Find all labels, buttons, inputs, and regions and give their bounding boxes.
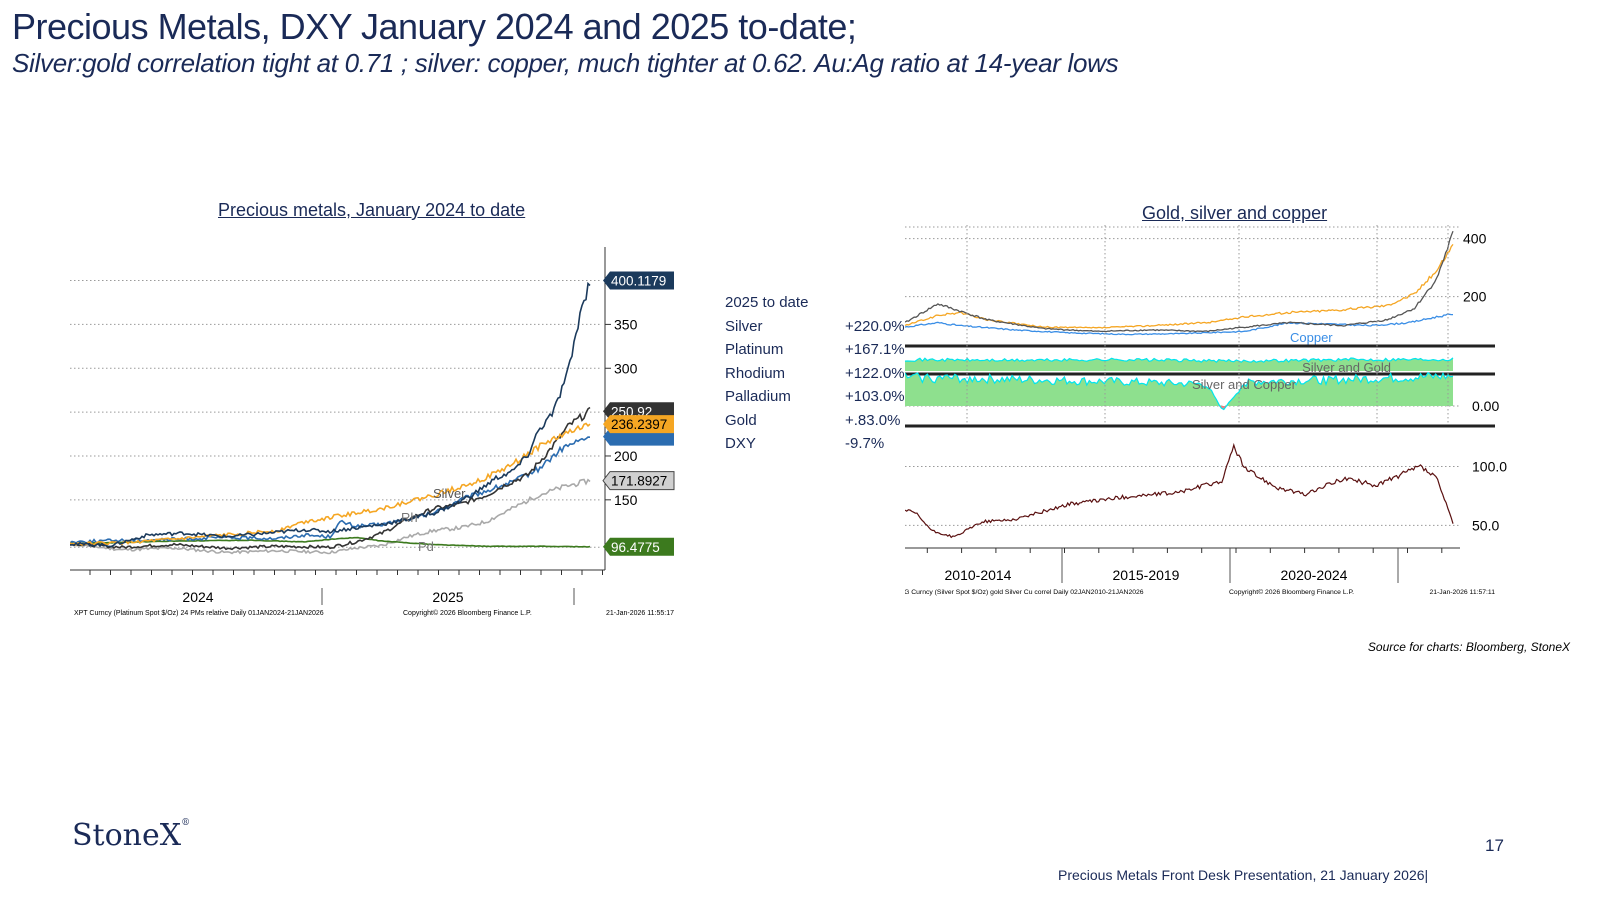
chart1-x-tick-label-2024: 2024 <box>182 589 213 605</box>
chart1-title: Precious metals, January 2024 to date <box>218 200 526 220</box>
chart1-footnote-mid: Copyright© 2026 Bloomberg Finance L.P. <box>403 609 532 617</box>
chart1-end-tag-value-silver: 400.1179 <box>611 273 666 288</box>
chart1-line-platinum <box>70 406 591 551</box>
chart1-x-tick-label-2025: 2025 <box>432 589 463 605</box>
chart1-line-palladium <box>70 478 591 555</box>
chart1-series <box>70 281 591 555</box>
chart2-sc-area-positive <box>905 372 1453 406</box>
perf-value-platinum: +167.1% <box>845 341 905 358</box>
chart2-ratio-tick-100: 100.0 <box>1472 458 1507 474</box>
perf-label-silver: Silver <box>725 317 763 335</box>
chart2-price-panel <box>905 226 1460 336</box>
chart1-grid <box>70 280 600 548</box>
chart1-end-tag-silver: 400.1179 <box>603 271 674 290</box>
chart1-end-tag-dxy: 96.4775 <box>603 537 674 556</box>
perf-value-gold: +.83.0% <box>845 411 901 429</box>
chart2-sg-panel <box>905 357 1454 371</box>
page-title: Precious Metals, DXY January 2024 and 20… <box>12 6 857 47</box>
chart1-end-tag-shape-palladium <box>602 471 675 491</box>
chart1-end-tag-shape-gold <box>603 415 674 434</box>
chart2-ratio-panel <box>905 442 1460 539</box>
perf-value-dxy: -9.7% <box>845 435 885 452</box>
chart1-end-tag-shape-silver <box>603 271 674 290</box>
chart1-y-tick-label-150: 150 <box>614 492 638 508</box>
chart1-axes <box>70 247 611 605</box>
chart1-inline-label-pd: Pd <box>418 539 434 554</box>
chart2-price-tick-200: 200 <box>1463 289 1487 305</box>
chart1-y-tick-label-350: 350 <box>614 316 638 332</box>
chart1-y-tick-label-300: 300 <box>614 360 638 376</box>
chart2-label-copper: Copper <box>1290 330 1333 345</box>
chart1-footnote-left: XPT Curncy (Platinum Spot $/Oz) 24 PMs r… <box>74 610 324 617</box>
gold-silver-copper-chart: 200 400 Copper Silver and Gold Silver and Co… <box>905 225 1507 596</box>
chart2-label-silver-copper: Silver and Copper <box>1192 377 1297 392</box>
perf-value-silver: +220.0% <box>845 317 905 335</box>
chart1-line-rhodium <box>70 436 591 544</box>
chart1-inline-label-silver: Silver <box>433 486 466 501</box>
perf-label-platinum: Platinum <box>725 341 784 358</box>
chart1-line-gold <box>70 422 591 547</box>
stonex-logo: StoneX® <box>72 818 190 853</box>
chart2-footnote-right: 21-Jan-2026 11:57:11 <box>1429 589 1495 596</box>
chart2-sg-area <box>905 357 1453 371</box>
perf-label-gold: Gold <box>725 411 757 429</box>
chart2-sc-tick-0: 0.00 <box>1472 398 1499 414</box>
chart1-end-tag-value-dxy: 96.4775 <box>611 540 660 555</box>
chart2-label-silver-gold: Silver and Gold <box>1302 360 1391 375</box>
chart2-title: Gold, silver and copper <box>1142 203 1328 223</box>
chart2-sc-panel <box>905 371 1460 411</box>
chart2-x-axis <box>905 547 1460 583</box>
chart1-end-tag-value-gold: 236.2397 <box>611 417 667 432</box>
chart1-end-tag-palladium: 171.8927 <box>602 471 675 491</box>
chart2-line-silver <box>905 230 1454 333</box>
perf-label-palladium: Palladium <box>725 388 791 405</box>
performance-table: 2025 to date Silver +220.0% Platinum +167.… <box>725 294 915 459</box>
perf-label-rhodium: Rhodium <box>725 364 786 382</box>
perf-label-dxy: DXY <box>725 435 756 452</box>
page-number: 17 <box>1485 836 1504 855</box>
logo-text: StoneX <box>72 818 182 853</box>
chart2-sc-area-negative <box>905 406 1453 410</box>
chart1-y-tick-label-200: 200 <box>614 448 638 464</box>
chart1-end-tag-value-palladium: 171.8927 <box>611 474 667 489</box>
logo-mark: ® <box>181 818 191 828</box>
chart1-line-dxy <box>70 536 591 548</box>
chart2-footnote-left: XAG Curncy (Silver Spot $/Oz) gold Silve… <box>905 589 1144 596</box>
chart2-line-copper <box>905 313 1453 336</box>
source-note: Source for charts: Bloomberg, StoneX <box>1367 640 1570 654</box>
chart1-inline-label-rh: Rh <box>401 510 418 525</box>
chart2-ratio-line <box>905 442 1454 539</box>
chart2-line-gold <box>905 243 1454 329</box>
perf-header: 2025 to date <box>725 294 809 311</box>
chart1-footnote-right: 21-Jan-2026 11:55:17 <box>606 610 674 617</box>
chart1-line-silver <box>70 281 591 548</box>
page-subtitle: Silver:gold correlation tight at 0.71 ; … <box>12 48 1119 78</box>
chart1-end-tag-shape-dxy <box>603 537 674 556</box>
chart2-x-label-2010-2014: 2010-2014 <box>945 567 1012 583</box>
chart2-ratio-tick-50: 50.0 <box>1472 517 1499 533</box>
chart1-end-tag-gold: 236.2397 <box>603 415 674 434</box>
chart2-sg-line <box>905 357 1454 363</box>
chart2-x-label-2020-2024: 2020-2024 <box>1281 567 1348 583</box>
chart2-x-label-2015-2019: 2015-2019 <box>1113 567 1180 583</box>
perf-value-palladium: +103.0% <box>845 388 905 405</box>
chart2-sc-line <box>905 371 1454 411</box>
perf-value-rhodium: +122.0% <box>845 364 905 382</box>
footer-text: Precious Metals Front Desk Presentation,… <box>1058 867 1429 883</box>
chart2-footnote-mid: Copyright© 2026 Bloomberg Finance L.P. <box>1229 588 1354 596</box>
chart2-price-tick-400: 400 <box>1463 231 1487 247</box>
